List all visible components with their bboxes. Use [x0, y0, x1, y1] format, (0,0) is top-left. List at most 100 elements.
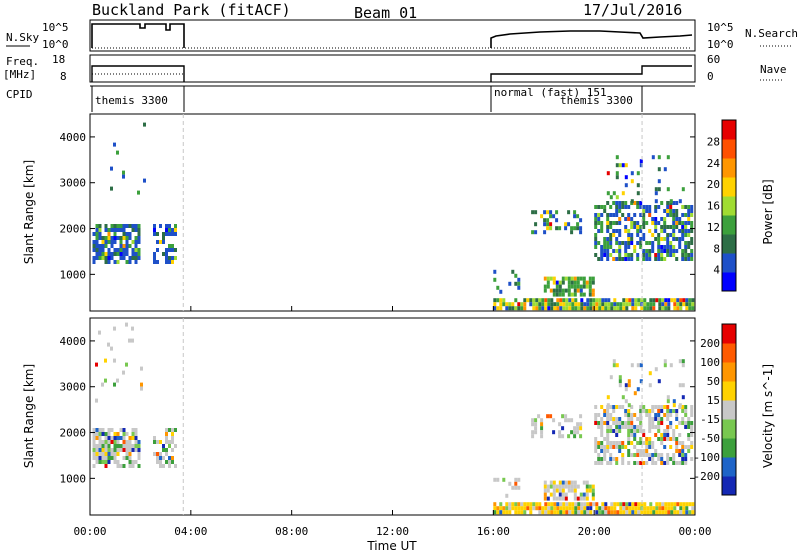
heatmap-cell: [651, 425, 655, 429]
heatmap-cell: [607, 506, 611, 511]
heatmap-cell: [558, 484, 562, 489]
heatmap-cell: [125, 452, 129, 456]
heatmap-cell: [116, 378, 119, 383]
heatmap-cell: [134, 248, 138, 252]
heatmap-cell: [514, 481, 518, 486]
heatmap-cell: [678, 383, 682, 388]
heatmap-cell: [690, 413, 694, 417]
heatmap-cell: [505, 302, 509, 307]
heatmap-cell: [684, 413, 688, 417]
heatmap-cell: [116, 224, 120, 228]
heatmap-cell: [558, 488, 562, 493]
heatmap-cell: [612, 257, 616, 261]
heatmap-cell: [101, 240, 105, 244]
heatmap-cell: [137, 256, 141, 260]
heatmap-cell: [101, 456, 105, 460]
heatmap-cell: [125, 248, 129, 252]
heatmap-cell: [162, 448, 165, 452]
heatmap-cell: [156, 260, 159, 264]
heatmap-cell: [688, 302, 692, 307]
heatmap-cell: [660, 253, 664, 257]
heatmap-cell: [612, 405, 616, 409]
colorbar-swatch: [722, 419, 736, 439]
heatmap-cell: [663, 167, 667, 172]
heatmap-cell: [601, 510, 605, 515]
heatmap-cell: [564, 496, 568, 501]
heatmap-cell: [101, 440, 105, 444]
heatmap-cell: [98, 236, 102, 240]
heatmap-cell: [576, 288, 580, 293]
heatmap-cell: [544, 298, 548, 303]
heatmap-cell: [156, 248, 159, 252]
heatmap-cell: [639, 405, 643, 409]
heatmap-cell: [624, 225, 628, 229]
heatmap-cell: [682, 298, 686, 303]
heatmap-cell: [493, 477, 497, 482]
heatmap-cell: [579, 276, 583, 281]
heatmap-cell: [104, 444, 108, 448]
heatmap-cell: [577, 506, 581, 511]
heatmap-cell: [579, 492, 583, 497]
heatmap-cell: [675, 217, 679, 221]
heatmap-cell: [673, 506, 677, 511]
freq-tick-bottom: 8: [60, 70, 67, 83]
heatmap-cell: [657, 437, 661, 441]
heatmap-cell: [597, 413, 601, 417]
heatmap-cell: [168, 228, 171, 232]
heatmap-cell: [627, 453, 631, 457]
heatmap-cell: [586, 302, 590, 307]
colorbar-tick-label: 4: [713, 264, 720, 277]
heatmap-cell: [110, 256, 114, 260]
heatmap-cell: [128, 440, 132, 444]
heatmap-cell: [636, 461, 640, 465]
heatmap-cell: [534, 422, 538, 427]
heatmap-cell: [675, 209, 679, 213]
heatmap-cell: [645, 445, 649, 449]
heatmap-cell: [110, 166, 113, 171]
heatmap-cell: [131, 432, 135, 436]
heatmap-cell: [529, 302, 533, 307]
heatmap-cell: [113, 142, 116, 147]
heatmap-cell: [171, 440, 174, 444]
heatmap-cell: [645, 253, 649, 257]
heatmap-cell: [651, 409, 655, 413]
heatmap-cell: [559, 502, 563, 507]
heatmap-cell: [655, 502, 659, 507]
heatmap-cell: [95, 240, 99, 244]
heatmap-cell: [616, 510, 620, 515]
heatmap-cell: [678, 441, 682, 445]
heatmap-cell: [630, 217, 634, 221]
heatmap-cell: [621, 421, 625, 425]
heatmap-cell: [658, 502, 662, 507]
heatmap-cell: [101, 236, 105, 240]
heatmap-cell: [561, 496, 565, 501]
heatmap-cell: [98, 444, 102, 448]
heatmap-cell: [621, 405, 625, 409]
heatmap-cell: [649, 298, 653, 303]
heatmap-cell: [639, 379, 643, 384]
heatmap-cell: [669, 209, 673, 213]
heatmap-cell: [678, 359, 682, 364]
heatmap-cell: [564, 418, 568, 423]
y-tick-label: 2000: [60, 223, 87, 236]
heatmap-cell: [621, 213, 625, 217]
heatmap-cell: [657, 221, 661, 225]
heatmap-cell: [622, 502, 626, 507]
heatmap-cell: [625, 298, 629, 303]
heatmap-cell: [618, 375, 622, 380]
heatmap-cell: [583, 502, 587, 507]
nsky-label: N.Sky: [6, 31, 39, 44]
heatmap-cell: [534, 430, 538, 435]
heatmap-cell: [663, 209, 667, 213]
heatmap-cell: [165, 256, 168, 260]
heatmap-cell: [113, 252, 117, 256]
heatmap-cell: [546, 280, 550, 285]
heatmap-cell: [561, 484, 565, 489]
heatmap-cell: [559, 298, 563, 303]
heatmap-cell: [681, 461, 685, 465]
heatmap-cell: [672, 221, 676, 225]
heatmap-cell: [543, 488, 547, 493]
heatmap-cell: [610, 502, 614, 507]
heatmap-cell: [550, 298, 554, 303]
